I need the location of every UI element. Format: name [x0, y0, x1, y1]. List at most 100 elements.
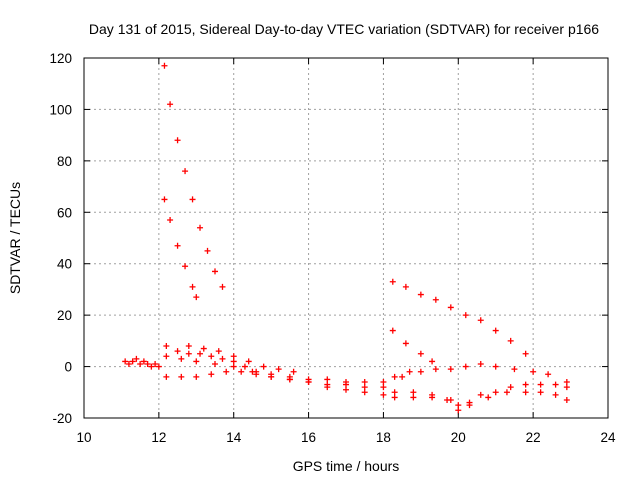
data-point: [477, 317, 484, 324]
data-point: [563, 397, 570, 403]
data-point: [324, 381, 331, 388]
data-point: [245, 358, 252, 365]
data-point: [238, 368, 245, 375]
data-point: [380, 379, 387, 385]
x-tick-label: 16: [301, 430, 316, 445]
data-point: [193, 294, 200, 301]
data-point: [197, 224, 204, 231]
data-point: [563, 384, 570, 391]
data-point: [161, 196, 168, 203]
data-point: [305, 379, 312, 385]
data-point: [189, 196, 196, 203]
data-point: [492, 327, 499, 334]
data-point: [447, 304, 454, 311]
data-point: [200, 345, 207, 352]
data-point: [522, 381, 529, 388]
data-point: [144, 361, 151, 367]
y-tick-label: 0: [64, 360, 72, 375]
data-point: [249, 368, 256, 375]
data-point: [163, 353, 170, 360]
data-point: [215, 348, 222, 355]
data-point: [161, 62, 168, 69]
x-tick-label: 18: [376, 430, 391, 445]
data-point: [361, 384, 368, 391]
data-point: [563, 379, 570, 385]
y-tick-label: 100: [49, 102, 72, 117]
data-point: [324, 376, 331, 383]
data-point: [462, 363, 469, 370]
data-point: [391, 373, 398, 380]
series-arc-9: [389, 327, 436, 365]
data-point: [125, 361, 132, 367]
data-point: [389, 327, 396, 334]
data-point: [223, 368, 230, 375]
data-point: [167, 217, 174, 223]
data-point: [230, 358, 237, 365]
x-axis-label: GPS time / hours: [293, 458, 400, 474]
x-tick-label: 20: [451, 430, 466, 445]
plot-frame: [83, 57, 609, 419]
data-point: [389, 278, 396, 285]
series-arc-2: [161, 62, 226, 290]
data-point: [399, 373, 406, 380]
data-point: [522, 350, 529, 357]
data-point: [466, 402, 473, 409]
series-arc-6: [185, 343, 297, 375]
data-point: [410, 389, 417, 396]
data-point: [429, 394, 436, 401]
data-point: [148, 363, 155, 370]
data-point: [507, 337, 514, 344]
data-point: [537, 389, 544, 396]
data-point: [212, 268, 218, 275]
data-point: [537, 381, 544, 388]
series-arc-7: [163, 368, 387, 391]
series-arc-10: [391, 373, 406, 380]
data-point: [444, 397, 451, 403]
x-tick-label: 12: [151, 430, 166, 445]
series-arc-3: [161, 196, 200, 301]
x-tick-label: 14: [226, 430, 242, 445]
data-point: [530, 368, 537, 375]
series-arc-13: [391, 389, 570, 414]
data-point: [219, 283, 226, 290]
data-point: [197, 350, 204, 357]
data-point: [380, 384, 387, 391]
data-point: [492, 389, 499, 396]
data-point: [208, 371, 215, 378]
data-point: [174, 137, 181, 144]
series-arc-8: [389, 278, 529, 357]
axis-ticks: 10 12 14 16 18 20 22 24 -20 0 20 40 60 80 100 120: [49, 51, 616, 445]
data-point: [477, 391, 484, 398]
data-point: [182, 168, 189, 175]
x-tick-label: 10: [76, 430, 91, 445]
data-point: [455, 407, 462, 414]
data-point: [402, 283, 409, 290]
data-point: [361, 379, 368, 385]
y-tick-label: 20: [57, 308, 72, 323]
grid-lines: [84, 58, 608, 418]
data-point: [406, 368, 413, 375]
data-point: [193, 358, 200, 365]
data-point: [163, 343, 170, 349]
x-tick-label: 24: [600, 430, 616, 445]
data-point: [492, 363, 499, 370]
series-arc-1: [122, 355, 162, 370]
data-point: [208, 353, 215, 360]
data-points: [122, 62, 570, 414]
data-point: [122, 358, 129, 365]
data-point: [477, 361, 484, 367]
data-point: [455, 402, 462, 409]
data-point: [432, 296, 439, 303]
data-point: [137, 361, 144, 367]
data-point: [182, 263, 189, 270]
data-point: [361, 389, 368, 396]
data-point: [429, 358, 436, 365]
chart-title: Day 131 of 2015, Sidereal Day-to-day VTE…: [89, 21, 599, 37]
y-tick-label: 80: [57, 154, 72, 169]
data-point: [212, 361, 218, 367]
data-point: [485, 394, 492, 401]
data-point: [343, 386, 349, 393]
data-point: [391, 389, 398, 396]
data-point: [552, 381, 559, 388]
data-point: [193, 373, 200, 380]
